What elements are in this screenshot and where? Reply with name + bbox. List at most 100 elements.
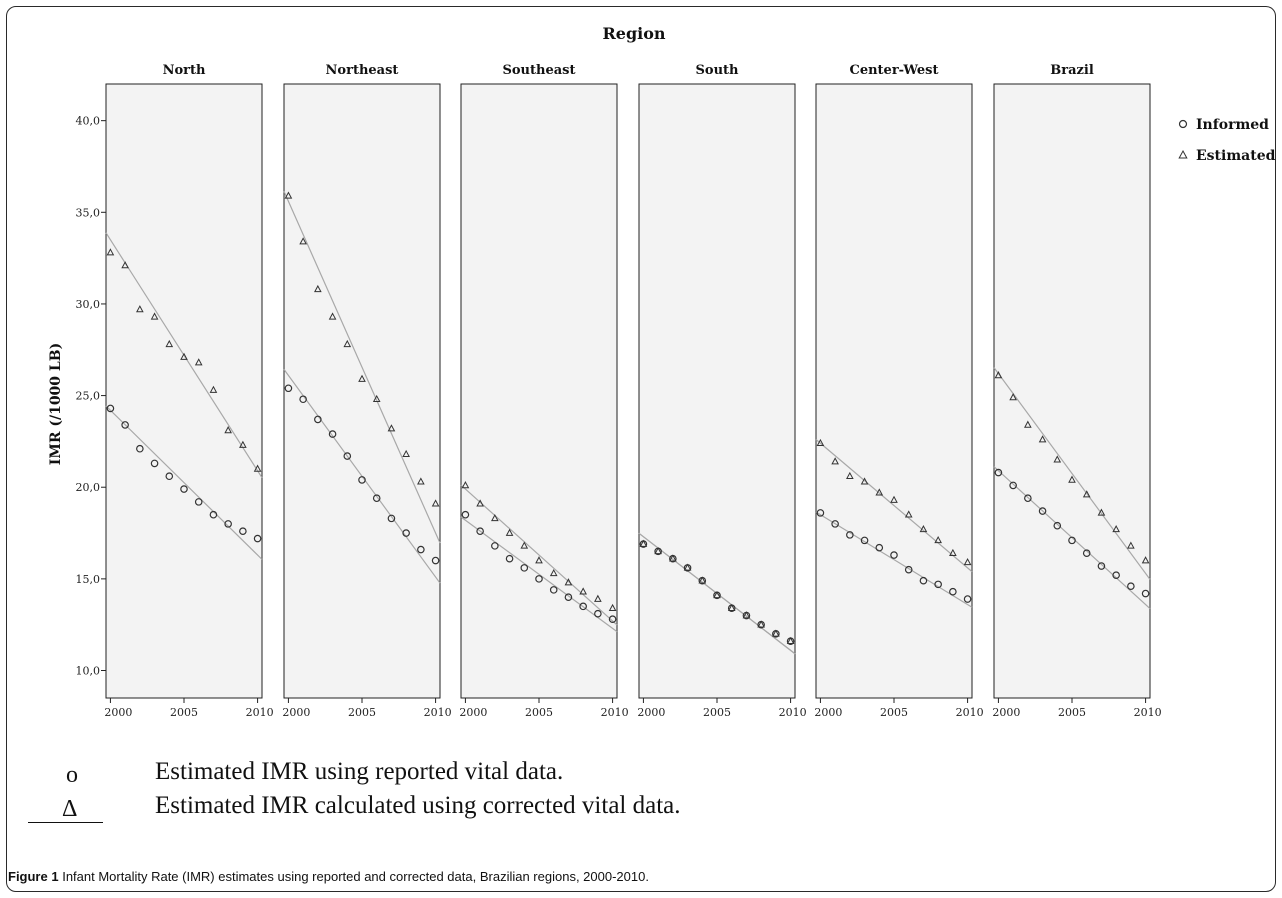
x-tick-label: 2005 [170, 706, 198, 719]
estimated-point [772, 629, 780, 637]
estimated-point [963, 558, 972, 566]
informed-point [757, 620, 765, 629]
informed-point [224, 520, 232, 528]
informed-point [239, 527, 247, 536]
chart-header-title: Region [602, 24, 665, 43]
informed-point [594, 609, 602, 618]
estimated-point [564, 578, 573, 586]
panel-background [283, 83, 441, 699]
estimated-point [505, 528, 514, 536]
panel-title: South [696, 63, 740, 78]
x-tick-label: 2010 [601, 706, 629, 719]
legend-triangle-icon [1178, 149, 1188, 159]
estimated-point [180, 352, 188, 360]
estimated-point [284, 191, 293, 199]
estimated-point [860, 477, 869, 485]
informed-point [180, 485, 188, 493]
informed-point [402, 529, 410, 537]
estimated-point [136, 305, 144, 313]
y-tick-label: 15,0 [76, 573, 101, 586]
x-tick-label: 2010 [246, 706, 274, 719]
estimated-point [1053, 455, 1062, 463]
informed-point [417, 545, 425, 554]
informed-point [683, 564, 692, 572]
informed-point [816, 509, 825, 517]
panel-title: Center-West [849, 63, 938, 78]
legend-circle-icon [1178, 119, 1188, 129]
y-tick-label: 25,0 [76, 390, 101, 403]
estimated-point [875, 488, 884, 496]
estimated-point [816, 438, 825, 447]
informed-point [1082, 549, 1091, 558]
estimated-point [358, 374, 366, 382]
estimated-point [1097, 508, 1106, 516]
informed-point [358, 476, 366, 484]
panel-northeast: Northeast 2000 2005 2010 [282, 63, 451, 719]
estimated-point [314, 284, 322, 293]
estimated-point [549, 569, 558, 577]
informed-point [194, 498, 203, 506]
informed-note-text: Estimated IMR using reported vital data. [155, 758, 564, 785]
x-tick-label: 2000 [637, 706, 665, 719]
panel-title: Northeast [326, 63, 399, 78]
estimated-point [904, 510, 913, 518]
legend-label: Estimated [1196, 148, 1276, 164]
panel-title: North [163, 63, 206, 78]
informed-point [1127, 582, 1135, 590]
panel-north: North 2000 2005 2010 [104, 63, 273, 719]
figure-caption-label: Figure 1 [8, 869, 59, 884]
estimated-point [713, 591, 721, 599]
informed-point [890, 551, 898, 559]
informed-point [608, 615, 617, 623]
estimated-point [669, 554, 677, 562]
informed-point [328, 430, 337, 438]
estimated-point [520, 541, 529, 549]
estimated-point [253, 464, 262, 472]
estimated-point [299, 237, 307, 245]
estimated-point [994, 371, 1003, 379]
estimated-point [1024, 420, 1032, 428]
estimated-point [1009, 393, 1017, 401]
informed-point [579, 602, 587, 611]
x-tick-label: 2005 [880, 706, 908, 719]
informed-point [520, 564, 529, 572]
estimated-point [209, 385, 218, 393]
estimated-point [387, 424, 396, 432]
y-axis: 10,0 15,0 20,0 25,0 30,0 35,0 40,0 [76, 115, 106, 678]
estimated-point [594, 594, 602, 602]
estimated-point [949, 548, 957, 557]
panel-title: Brazil [1050, 63, 1094, 78]
x-tick-label: 2010 [779, 706, 807, 719]
legend-label: Informed [1196, 117, 1269, 133]
informed-point [713, 591, 721, 600]
legend: Informed Estimated [1178, 117, 1276, 164]
panel-background [993, 83, 1151, 699]
estimated-point [757, 620, 765, 628]
informed-point [431, 556, 440, 565]
estimated-point [1141, 556, 1150, 564]
x-tick-label: 2005 [525, 706, 553, 719]
estimated-point [1127, 541, 1135, 549]
estimated-point [608, 603, 617, 611]
informed-point [491, 542, 499, 550]
fit-line-estimated [638, 532, 796, 655]
informed-point [669, 554, 677, 563]
estimated-point [654, 547, 662, 555]
x-tick-label: 2000 [104, 706, 132, 719]
informed-point [1112, 571, 1120, 580]
y-tick-label: 30,0 [76, 298, 101, 311]
y-tick-label: 35,0 [76, 206, 101, 219]
fit-line-informed [815, 511, 973, 608]
x-tick-label: 2005 [703, 706, 731, 719]
x-tick-label: 2005 [1058, 706, 1086, 719]
informed-point [698, 576, 707, 585]
informed-point [742, 611, 751, 620]
panel-background [460, 83, 618, 699]
informed-point [860, 536, 869, 545]
informed-point [564, 593, 573, 601]
estimated-point [372, 394, 381, 403]
informed-point [654, 547, 662, 556]
x-tick-label: 2000 [459, 706, 487, 719]
informed-point [875, 543, 884, 552]
